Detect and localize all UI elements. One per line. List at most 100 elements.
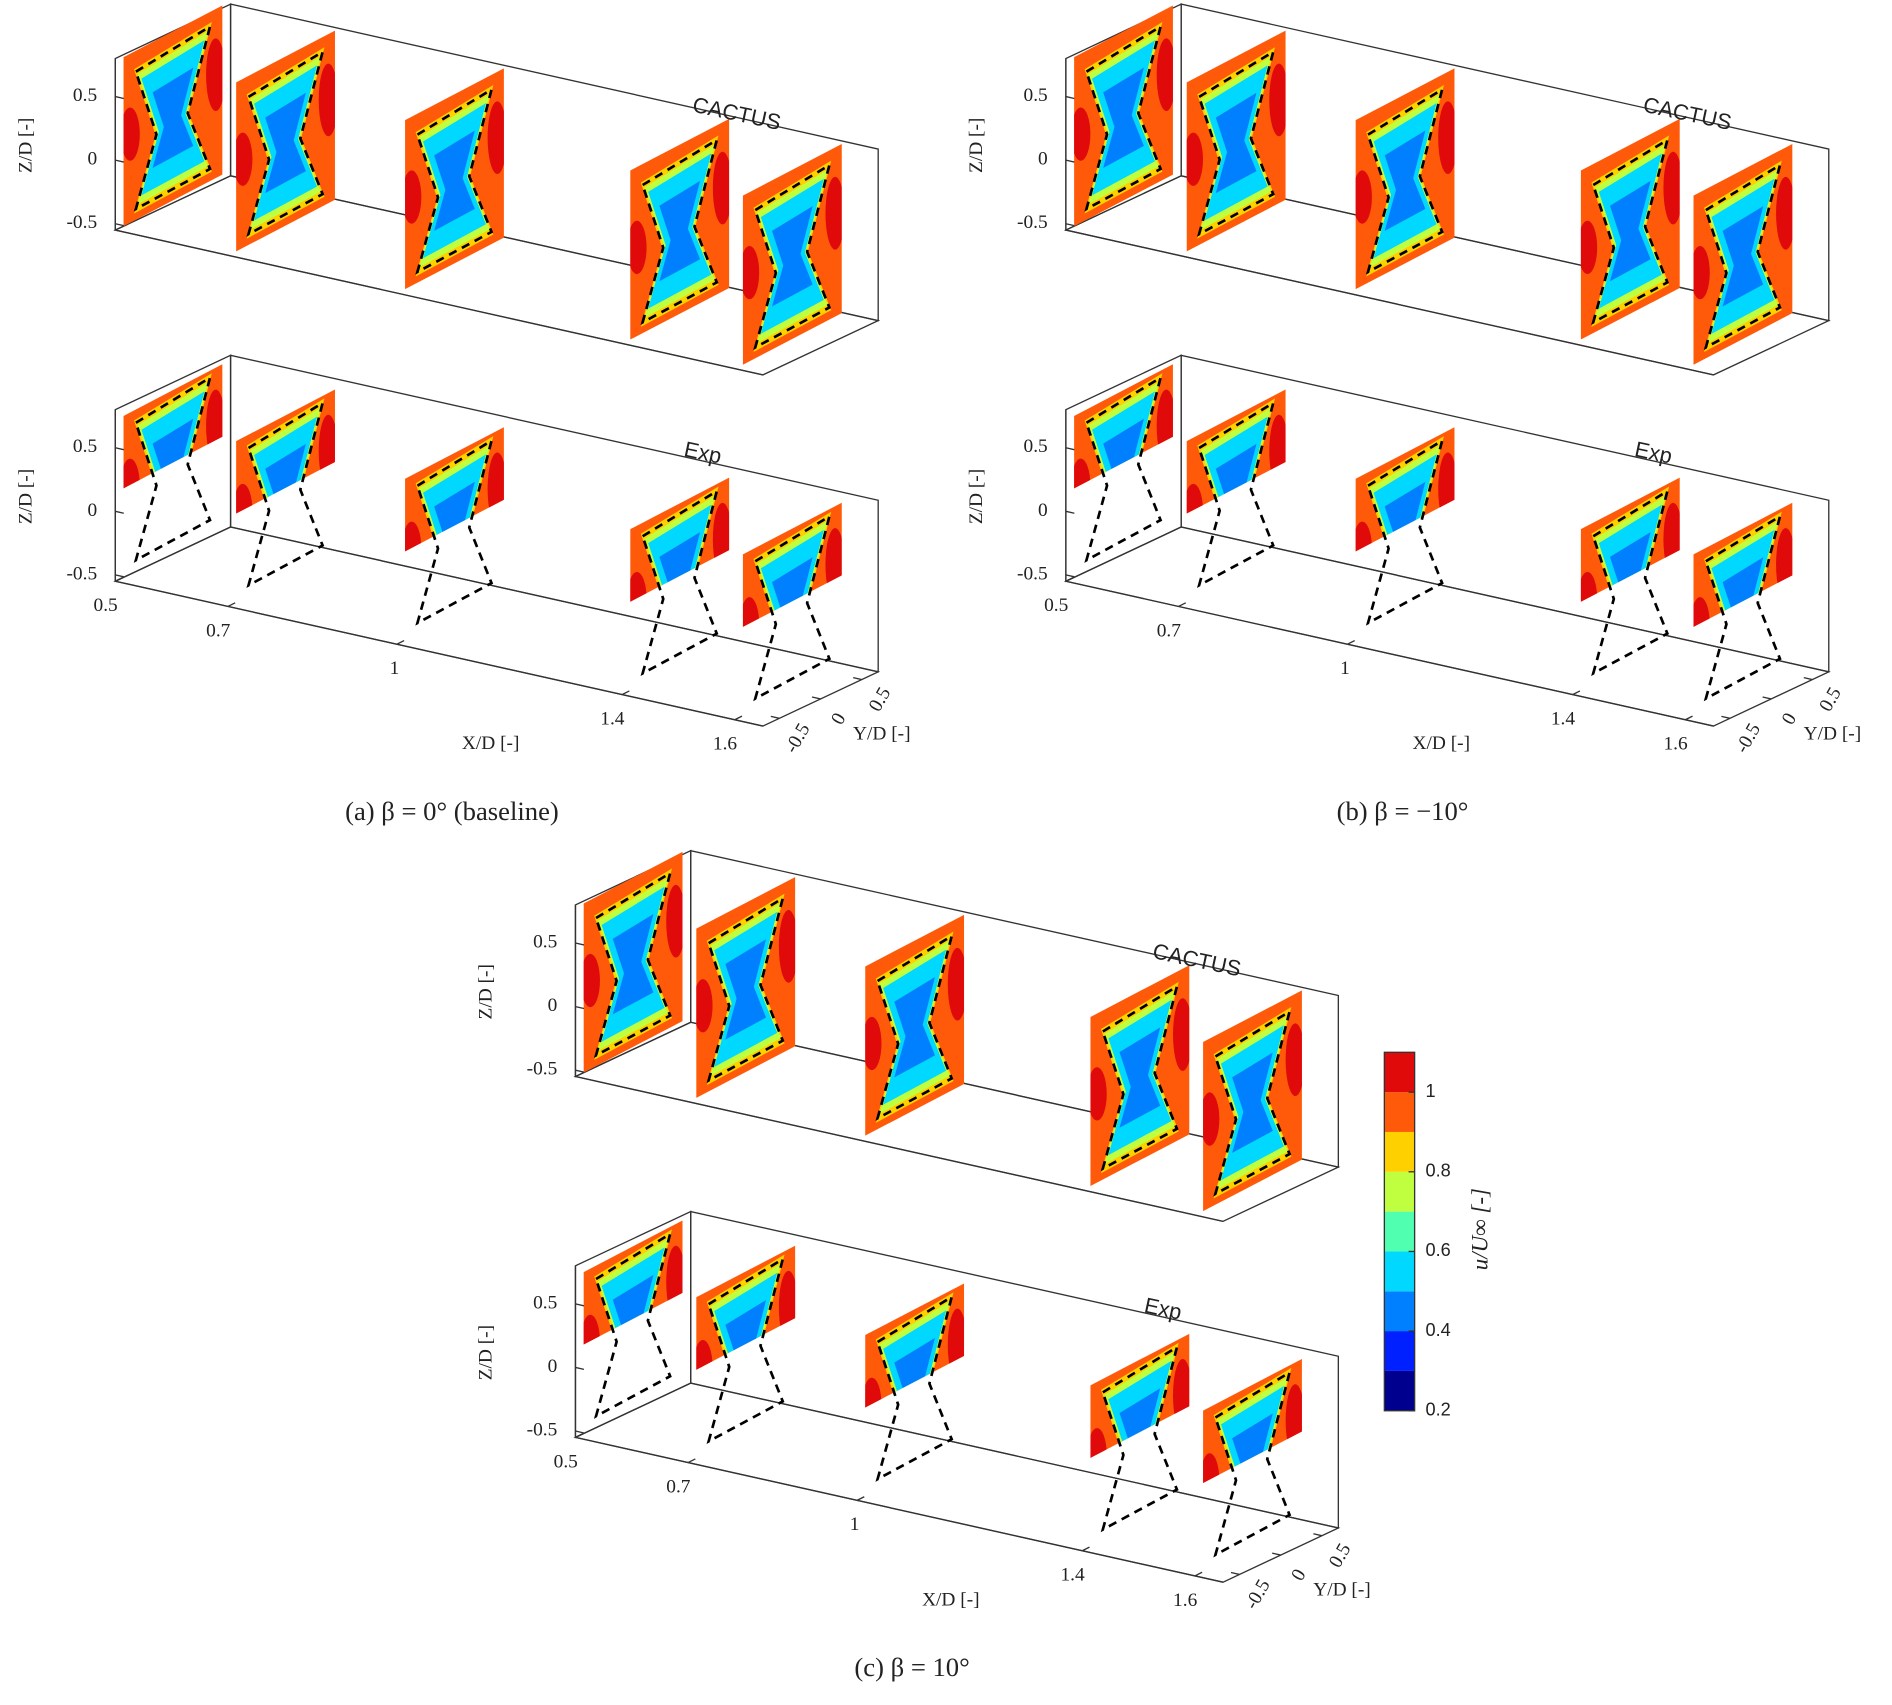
rotor-outline xyxy=(1591,137,1670,326)
slice xyxy=(405,68,504,290)
colorbar-tick-label: 0.2 xyxy=(1426,1400,1451,1420)
slice-contour xyxy=(771,206,813,307)
caption: (b) β = −10° xyxy=(1337,796,1469,826)
y-tick xyxy=(1272,1552,1281,1556)
x-axis-line xyxy=(115,229,763,376)
slice-field xyxy=(742,160,842,353)
slice-blob xyxy=(696,979,713,1033)
slice xyxy=(742,143,842,365)
rotor-outline xyxy=(1196,48,1276,237)
slice xyxy=(1090,1333,1190,1533)
slice-contour xyxy=(659,180,701,282)
axes-3d: -0.5 0 0.5 Z/D [-] CACTUS xyxy=(966,3,1831,376)
slice-field xyxy=(1074,22,1173,214)
slice xyxy=(123,5,223,227)
slice xyxy=(405,427,504,626)
x-axis-label: X/D [-] xyxy=(462,733,520,754)
slice xyxy=(696,1245,796,1445)
z-tick-label: 0 xyxy=(87,500,97,521)
slice-contour xyxy=(434,130,475,231)
x-tick xyxy=(856,1496,865,1501)
slice-contour xyxy=(725,939,767,1040)
z-tick xyxy=(115,159,124,163)
z-tick-label: 0 xyxy=(87,149,97,170)
slice-contour xyxy=(1119,1027,1161,1128)
x-tick xyxy=(227,602,236,608)
slice-blob xyxy=(1693,245,1710,300)
axes-3d: -0.5 0 0.5 Z/D [-] CACTUS xyxy=(15,3,881,376)
rotor-outline xyxy=(1100,983,1180,1172)
z-tick-label: -0.5 xyxy=(66,212,97,233)
slice xyxy=(1090,965,1190,1186)
slice-blob xyxy=(1285,1384,1302,1457)
slice-contour xyxy=(1722,206,1764,307)
z-tick xyxy=(1065,95,1075,100)
x-tick xyxy=(734,715,743,721)
slice-field xyxy=(1203,1367,1302,1484)
y-tick-label: 0.5 xyxy=(865,684,895,715)
z-tick-label: 0 xyxy=(548,995,558,1016)
y-tick-label: 0.5 xyxy=(1816,684,1846,715)
z-tick-label: 0 xyxy=(1038,149,1048,170)
slice-blob xyxy=(1156,389,1173,463)
y-tick xyxy=(811,696,821,700)
rotor-outline xyxy=(1591,488,1670,677)
x-tick-label: 0.7 xyxy=(1157,620,1182,641)
rotor-outline xyxy=(1703,513,1783,702)
slice-field xyxy=(1693,511,1793,627)
z-tick xyxy=(575,1005,585,1010)
colorbar-band xyxy=(1384,1171,1415,1212)
z-tick xyxy=(575,1303,585,1307)
slice xyxy=(742,502,842,702)
slice-field xyxy=(1580,135,1680,327)
z-tick xyxy=(115,447,124,451)
slice xyxy=(1074,364,1173,563)
colorbar-frame xyxy=(1383,1051,1416,1412)
y-tick-label: -0.5 xyxy=(1241,1576,1275,1613)
slice-blob xyxy=(1186,132,1204,186)
slice-blob xyxy=(1580,220,1598,275)
axes-3d: -0.5 0 0.5 Z/D [-] Exp 0.5 0.7 1 1.4 1.6 -0.5 0 0.5 X… xyxy=(15,354,911,826)
z-axis-label: Z/D [-] xyxy=(966,469,987,524)
slice xyxy=(630,477,730,677)
slice-field xyxy=(1580,486,1680,602)
colorbar-band xyxy=(1384,1052,1415,1093)
x-tick xyxy=(1178,602,1187,608)
slice-field xyxy=(1203,1007,1302,1199)
z-axis-label: Z/D [-] xyxy=(966,118,987,173)
z-tick xyxy=(115,510,124,514)
y-tick xyxy=(1803,676,1813,681)
slice-blob xyxy=(947,1308,965,1382)
z-tick xyxy=(1065,447,1075,451)
x-tick-label: 1 xyxy=(850,1514,860,1535)
rotor-outline xyxy=(1213,1008,1292,1197)
slice-blob xyxy=(1074,107,1091,161)
panel-title: CACTUS xyxy=(1641,92,1734,135)
rotor-outline xyxy=(753,162,832,351)
colorbar-tick-label: 1 xyxy=(1426,1081,1436,1101)
slice-blob xyxy=(712,151,730,225)
slice-field xyxy=(1090,1342,1190,1458)
slice xyxy=(1693,143,1793,365)
slice-blob xyxy=(487,452,504,526)
slice-blob xyxy=(236,132,253,186)
z-tick xyxy=(115,223,124,227)
y-tick xyxy=(1762,696,1772,700)
z-axis-label: Z/D [-] xyxy=(15,118,36,173)
slice-field xyxy=(123,22,223,214)
z-tick-label: 0.5 xyxy=(73,436,97,457)
slice xyxy=(1580,118,1680,340)
rotor-outline xyxy=(1213,1369,1292,1558)
slice-blob xyxy=(778,1270,796,1344)
y-tick xyxy=(1721,715,1731,719)
z-tick-label: -0.5 xyxy=(1017,563,1048,584)
rotor-outline xyxy=(415,86,494,275)
z-tick xyxy=(575,942,585,946)
slice-blob xyxy=(1355,170,1372,224)
x-tick xyxy=(1347,639,1355,645)
rotor-outline xyxy=(640,137,719,326)
y-tick xyxy=(770,715,780,719)
panel-title: Exp xyxy=(682,436,724,468)
x-axis-line xyxy=(1065,229,1714,376)
rotor-outline xyxy=(1100,1344,1180,1533)
